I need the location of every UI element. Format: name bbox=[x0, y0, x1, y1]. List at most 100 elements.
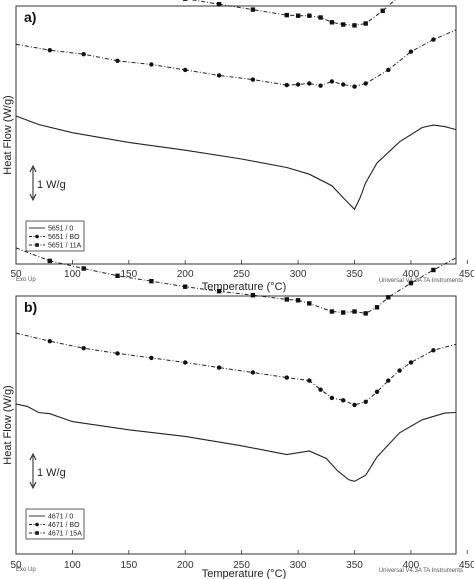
panel-a-legend: 5651 / 0 5651 / BO 5651 / 11A bbox=[25, 220, 85, 252]
panel-b-series-2-marker bbox=[329, 309, 335, 314]
panel-b-series-2-marker bbox=[307, 301, 312, 306]
panel-b-xlabel: Temperature (°C) bbox=[202, 568, 286, 579]
panel-b-series-1-marker bbox=[307, 378, 312, 383]
panel-b-series-1-marker bbox=[341, 398, 346, 403]
panel-a-series-1-marker bbox=[284, 82, 289, 88]
panel-b-series-1-marker bbox=[408, 360, 414, 365]
panel-b-series-2-marker bbox=[295, 298, 301, 303]
panel-a-x-tick-label: 100 bbox=[64, 269, 81, 280]
panel-a-legend-label-2: 5651 / 11A bbox=[48, 243, 82, 250]
panel-b-x-tick-label: 250 bbox=[233, 560, 250, 571]
panel-b-x-tick-label: 450 bbox=[459, 560, 474, 571]
panel-b-series-1-marker bbox=[216, 365, 222, 370]
panel-b-series-0-line bbox=[15, 403, 457, 482]
panel-b-series-1-marker bbox=[397, 368, 402, 373]
panel-b-series-1-line bbox=[15, 332, 457, 406]
panel-a-series-1-line bbox=[15, 29, 457, 88]
panel-b-series-1-marker bbox=[183, 360, 188, 365]
panel-a-exo-note: Exo Up bbox=[16, 277, 36, 283]
panel-b-exo-note: Exo Up bbox=[16, 567, 36, 573]
panel-b-series-1-marker bbox=[363, 399, 368, 404]
panel-a-series-1-marker bbox=[408, 49, 414, 54]
panel-a-frame bbox=[15, 5, 457, 265]
panel-b-series-2-marker bbox=[183, 284, 188, 289]
panel-a-xlabel: Temperature (°C) bbox=[202, 281, 286, 293]
panel-a-legend-marker-2 bbox=[35, 243, 39, 247]
panel-b-series-1-marker bbox=[115, 351, 120, 356]
panel-a-series-1-marker bbox=[352, 84, 357, 89]
panel-a-series-1-marker bbox=[216, 73, 222, 78]
panel-b-label: b) bbox=[24, 299, 37, 315]
panel-b-frame bbox=[15, 295, 457, 555]
panel-a-series-2-marker bbox=[363, 21, 368, 26]
panel-b-series-2-marker bbox=[149, 279, 154, 284]
panel-b-series-2-line bbox=[15, 247, 457, 314]
panel-b-x-tick-label: 300 bbox=[290, 560, 307, 571]
panel-b-series-1-marker bbox=[431, 348, 436, 353]
panel-a-series-2-marker bbox=[183, 0, 188, 1]
panel-a-series-2-marker bbox=[318, 15, 323, 20]
panel-b-series-1-marker bbox=[318, 387, 323, 392]
panel-a-x-tick-label: 400 bbox=[403, 269, 420, 280]
panel-a-legend-marker-1 bbox=[35, 234, 39, 239]
panel-b-series-2-marker bbox=[431, 267, 436, 273]
panel-b-x-tick-label: 100 bbox=[64, 560, 81, 571]
panel-b-scale-bar-label: 1 W/g bbox=[37, 467, 66, 479]
panel-b-legend-label-1: 4671 / BO bbox=[48, 522, 80, 529]
panel-a-series-0-line bbox=[15, 115, 457, 211]
panel-a-series-2-marker bbox=[295, 13, 301, 18]
panel-a-x-tick-label: 150 bbox=[120, 269, 137, 280]
panel-b-legend-label-2: 4671 / 15A bbox=[48, 531, 82, 538]
panel-a-series-1-marker bbox=[307, 81, 312, 86]
panel-b: b) Heat Flow (W/g) 1 W/g 4671 / 0 4671 /… bbox=[2, 247, 474, 579]
panel-b-scale-bar-arrow-down bbox=[29, 481, 37, 490]
panel-b-legend: 4671 / 0 4671 / BO 4671 / 15A bbox=[25, 508, 85, 540]
panel-a-instrument-note: Universal V4.3A TA Instruments bbox=[379, 278, 463, 284]
panel-b-legend-label-0: 4671 / 0 bbox=[48, 514, 73, 521]
panel-b-series-1-marker bbox=[81, 346, 86, 351]
panel-a-series-2-marker bbox=[307, 13, 312, 18]
panel-a-series-1-marker bbox=[183, 67, 188, 73]
panel-a-series-1-marker bbox=[149, 62, 154, 67]
panel-a-scale-bar-arrow-down bbox=[29, 193, 37, 202]
panel-b-x-ticks: 50 100 150 200 250 300 350 400 450 bbox=[10, 550, 474, 571]
panel-b-series bbox=[15, 247, 457, 482]
panel-b-series-2-marker bbox=[341, 310, 346, 315]
panel-a-series-1-marker bbox=[431, 37, 436, 42]
panel-b-instrument-note: Universal V4.3A TA Instruments bbox=[379, 568, 463, 574]
panel-b-series-2-marker bbox=[374, 305, 380, 310]
panel-b-x-tick-label: 50 bbox=[10, 560, 22, 571]
panel-a-series bbox=[15, 0, 457, 211]
panel-b-series-1-marker bbox=[352, 402, 357, 408]
panel-b-series-2-marker bbox=[216, 289, 222, 294]
panel-a-series-2-marker bbox=[284, 12, 289, 18]
panel-a-series-2-marker bbox=[341, 22, 346, 27]
panel-b-x-tick-label: 150 bbox=[120, 560, 137, 571]
panel-b-series-2-marker bbox=[47, 258, 52, 264]
panel-b-legend-marker-2 bbox=[35, 531, 39, 535]
panel-b-legend-marker-1 bbox=[35, 522, 39, 527]
panel-b-series-2-marker bbox=[408, 280, 414, 286]
panel-a-scale-bar-label: 1 W/g bbox=[37, 179, 66, 191]
panel-a-series-1-marker bbox=[115, 58, 120, 63]
panel-a-label: a) bbox=[24, 9, 36, 25]
panel-a-series-2-marker bbox=[380, 8, 385, 13]
panel-a-x-tick-label: 200 bbox=[177, 269, 194, 280]
panel-b-scale-bar: 1 W/g bbox=[29, 452, 66, 490]
panel-a-series-2-line bbox=[190, 0, 396, 26]
panel-b-x-tick-label: 200 bbox=[177, 560, 194, 571]
panel-a-series-2-marker bbox=[329, 20, 335, 25]
panel-b-series-2-marker bbox=[352, 309, 357, 314]
panel-b-series-2-marker bbox=[81, 266, 86, 271]
panel-a: a) Heat Flow (W/g) 1 W/g 5651 / 0 5651 /… bbox=[2, 0, 474, 293]
panel-b-series-1-marker bbox=[149, 355, 154, 361]
panel-b-series-1-marker bbox=[250, 370, 256, 375]
panel-b-series-2-marker bbox=[284, 297, 289, 302]
panel-a-x-tick-label: 300 bbox=[290, 269, 307, 280]
panel-b-series-2-marker bbox=[115, 273, 120, 278]
panel-a-series-1-marker bbox=[341, 82, 346, 87]
panel-a-scale-bar: 1 W/g bbox=[29, 164, 66, 202]
panel-b-series-1-marker bbox=[329, 395, 335, 401]
panel-a-series-1-marker bbox=[363, 81, 368, 86]
